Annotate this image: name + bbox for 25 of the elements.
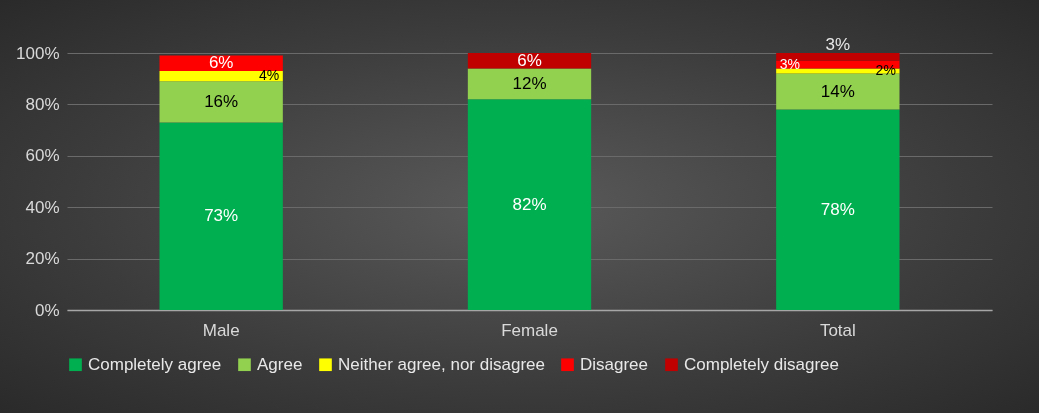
data-label: 14%: [820, 81, 855, 101]
y-tick-label: 40%: [25, 197, 60, 217]
y-tick-label: 0%: [34, 300, 60, 320]
data-label: 3%: [779, 55, 801, 72]
data-label: 82%: [512, 194, 547, 214]
data-label: 12%: [512, 73, 547, 93]
x-tick-label: Male: [202, 320, 240, 340]
data-label: 6%: [517, 50, 542, 70]
data-label: 73%: [204, 206, 239, 226]
y-tick-label: 100%: [16, 43, 60, 63]
legend-label: Completely disagree: [684, 354, 839, 374]
x-tick-label: Female: [501, 320, 558, 340]
data-label: 78%: [820, 199, 855, 219]
data-label: 16%: [204, 91, 239, 111]
legend-label: Completely agree: [88, 354, 222, 374]
legend-label: Disagree: [580, 354, 649, 374]
data-label: 6%: [208, 53, 234, 73]
data-label: 3%: [825, 35, 851, 54]
y-tick-label: 20%: [25, 249, 60, 269]
legend-label: Agree: [257, 354, 303, 374]
y-tick-label: 80%: [25, 94, 60, 114]
y-tick-label: 60%: [25, 146, 60, 166]
x-tick-label: Total: [819, 320, 856, 340]
legend-label: Neither agree, nor disagree: [338, 354, 545, 374]
data-label: 4%: [258, 67, 280, 84]
